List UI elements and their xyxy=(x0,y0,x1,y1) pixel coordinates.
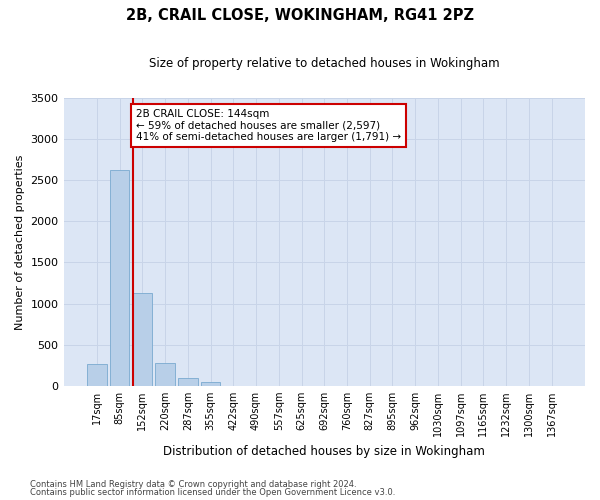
Bar xyxy=(110,170,130,386)
Bar xyxy=(201,382,220,386)
Title: Size of property relative to detached houses in Wokingham: Size of property relative to detached ho… xyxy=(149,58,500,70)
Text: Contains HM Land Registry data © Crown copyright and database right 2024.: Contains HM Land Registry data © Crown c… xyxy=(30,480,356,489)
Bar xyxy=(87,364,107,386)
Text: Contains public sector information licensed under the Open Government Licence v3: Contains public sector information licen… xyxy=(30,488,395,497)
X-axis label: Distribution of detached houses by size in Wokingham: Distribution of detached houses by size … xyxy=(163,444,485,458)
Y-axis label: Number of detached properties: Number of detached properties xyxy=(15,154,25,330)
Bar xyxy=(155,363,175,386)
Bar xyxy=(178,378,197,386)
Bar xyxy=(133,293,152,386)
Text: 2B CRAIL CLOSE: 144sqm
← 59% of detached houses are smaller (2,597)
41% of semi-: 2B CRAIL CLOSE: 144sqm ← 59% of detached… xyxy=(136,108,401,142)
Text: 2B, CRAIL CLOSE, WOKINGHAM, RG41 2PZ: 2B, CRAIL CLOSE, WOKINGHAM, RG41 2PZ xyxy=(126,8,474,22)
